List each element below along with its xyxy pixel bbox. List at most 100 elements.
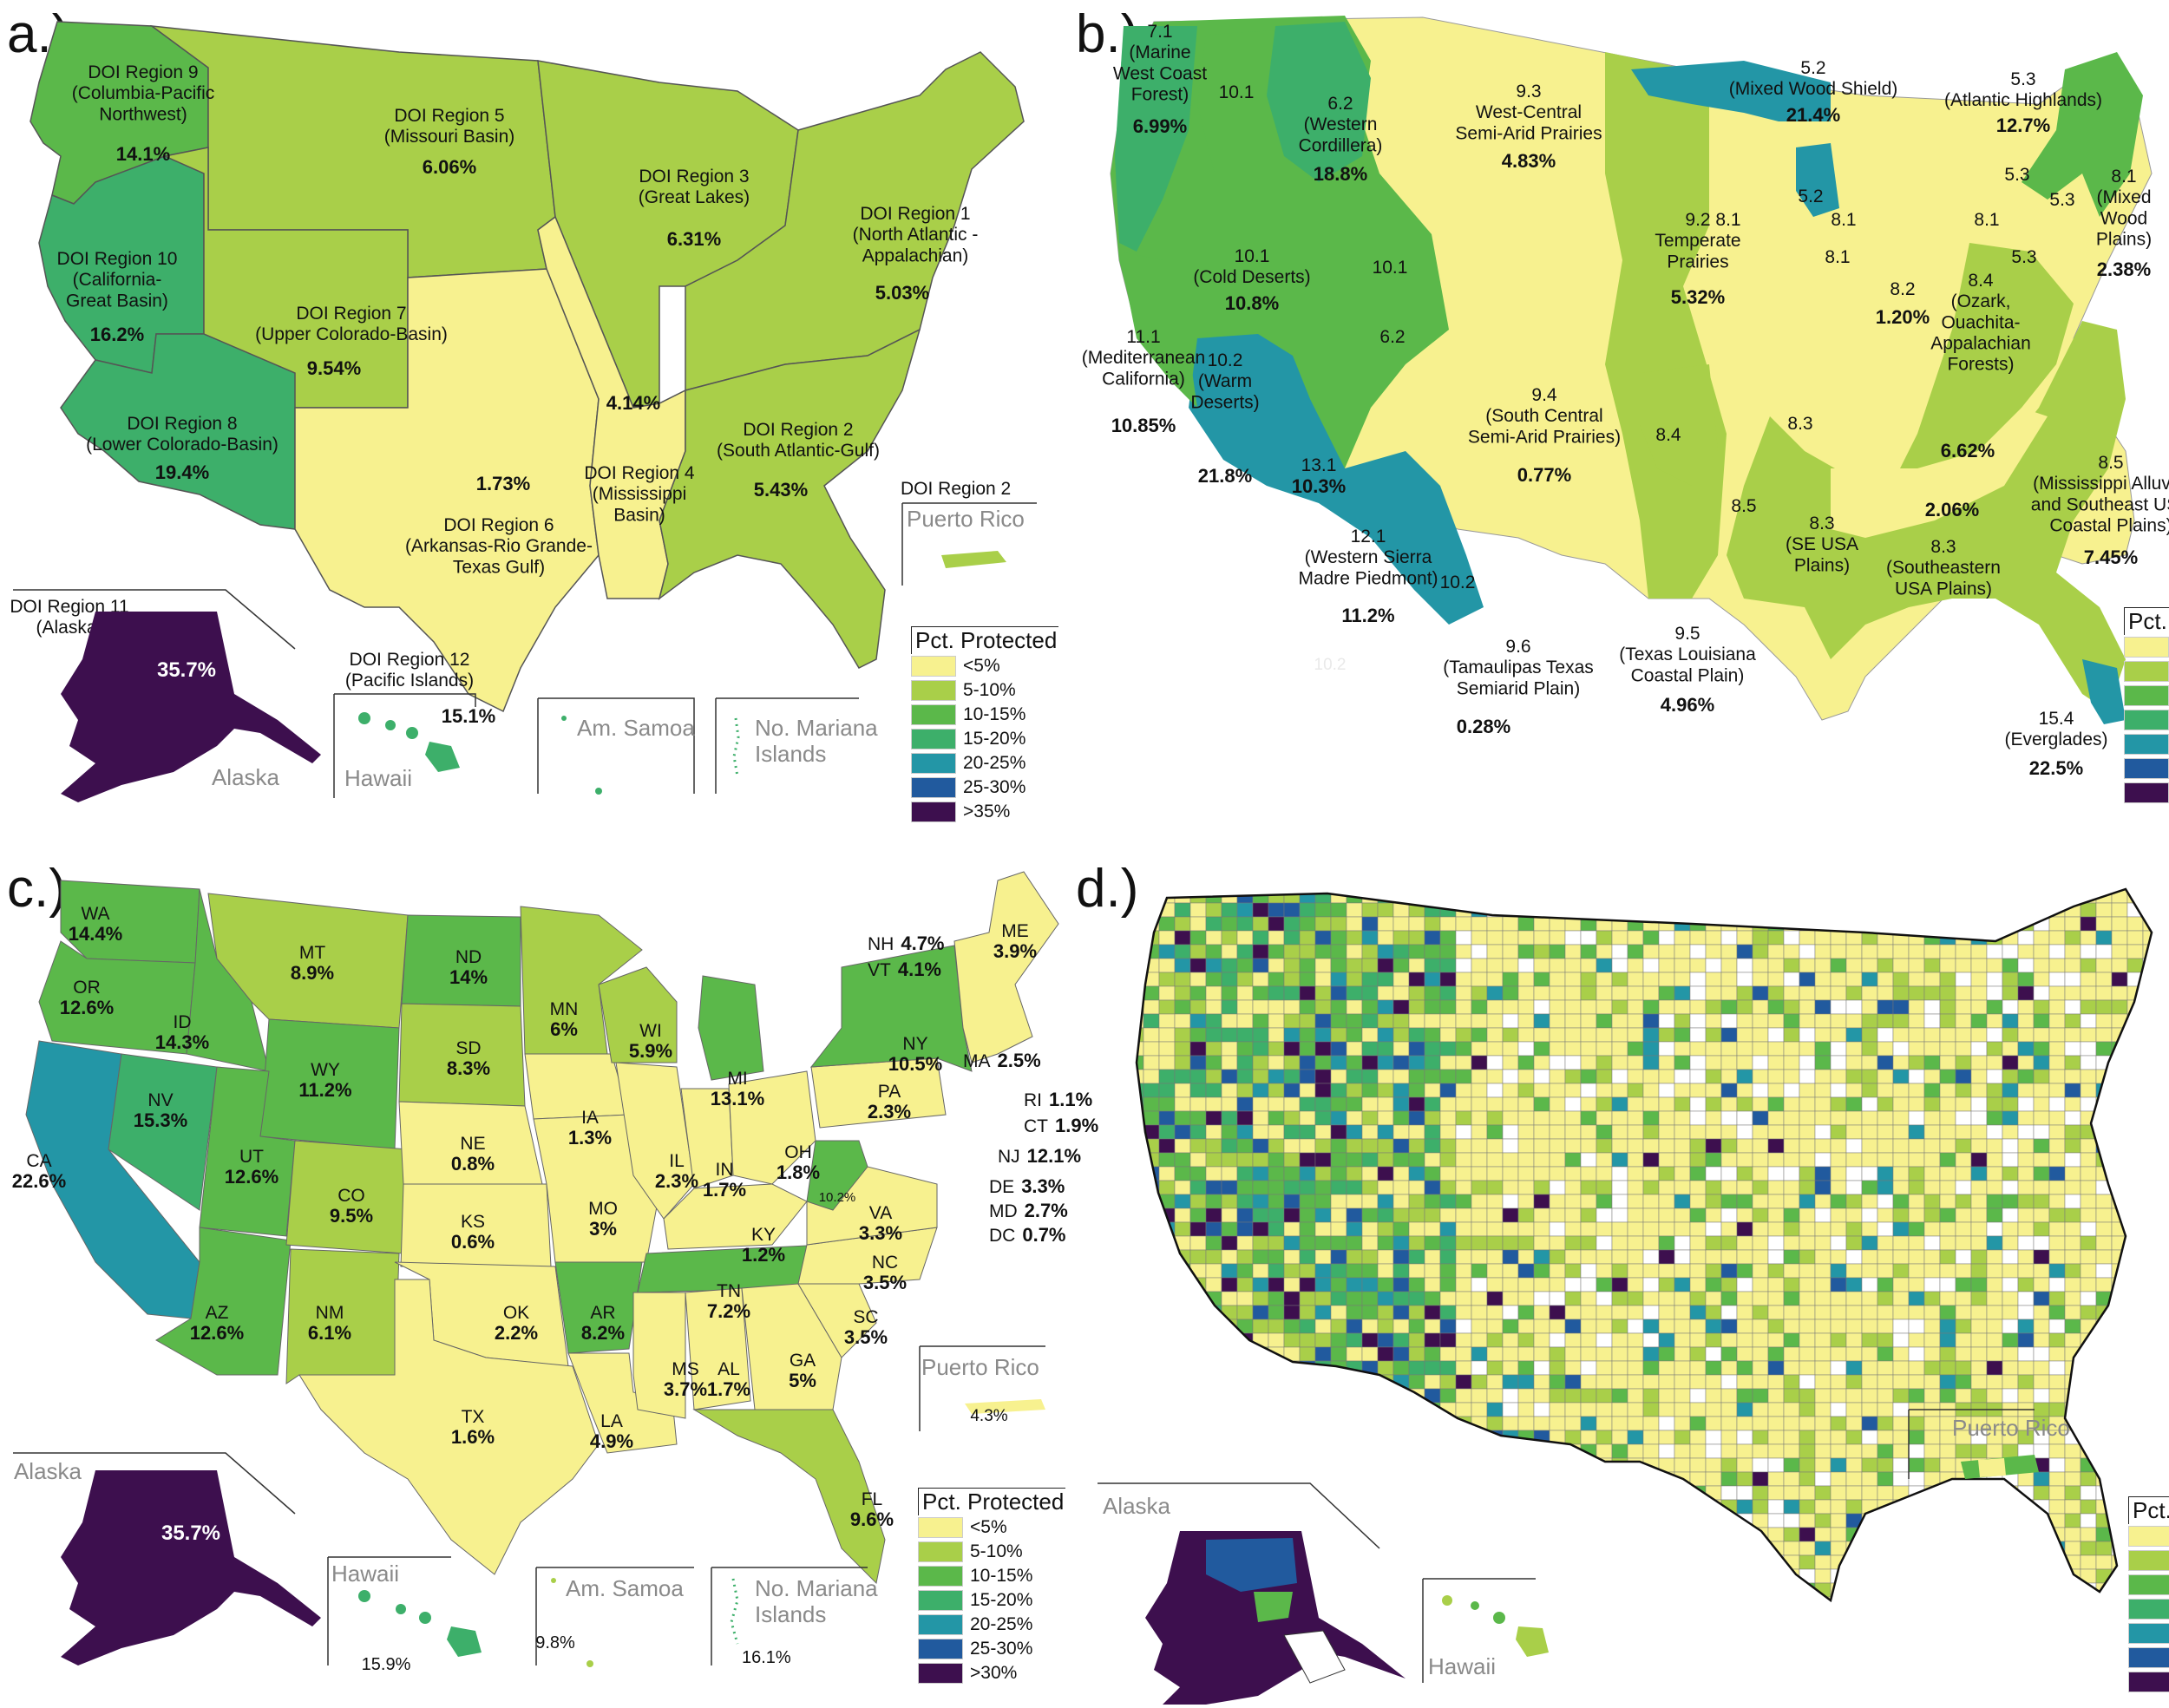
county-cell [1174,1152,1191,1168]
county-cell [1830,1207,1847,1223]
county-cell [1299,1069,1316,1084]
county-cell [2064,1582,2081,1598]
county-cell [1137,1554,1144,1570]
county-cell [2002,1360,2019,1376]
county-cell [1877,1277,1894,1292]
county-cell [1283,902,1301,918]
county-cell [1486,1194,1504,1209]
county-cell [1674,1041,1691,1057]
county-cell [2159,1014,2169,1028]
county-cell [1392,958,1410,973]
county-cell [1705,1360,1722,1376]
ecoregions-map: 7.1 (Marine West Coast Forest) 6.99% 10.1 6… [1082,16,2169,779]
county-cell [2159,1333,2169,1347]
county-cell [2064,1055,2081,1070]
county-cell [1189,1305,1207,1320]
county-cell [1502,1305,1519,1320]
county-cell [1736,1360,1753,1376]
county-cell [1767,1402,1785,1417]
county-cell [1314,1110,1332,1126]
legend-panel-a: Pct. Protected <5% 5-10% 10-15% 15-20% 20-25… [911,626,1058,824]
county-cell [1502,1568,1519,1584]
eco-8-4-label: 8.4 (Ozark, Ouachita-Appalachian Forests) [1930,271,2031,375]
county-cell [2159,917,2169,931]
county-cell [1658,1360,1675,1376]
county-cell [1486,1152,1504,1168]
county-cell [1830,1374,1847,1390]
county-cell [1330,1249,1347,1265]
county-cell [1892,916,1910,932]
county-cell [1783,1110,1800,1126]
county-cell [1596,1277,1613,1292]
county-cell [1814,1443,1832,1459]
county-cell [2111,1319,2128,1334]
county-cell [1814,1249,1832,1265]
county-cell [1799,1471,1816,1487]
county-cell [1299,1235,1316,1251]
panel-a-doi-regions-map: a.) DOI Region 9 (Columbia-Pacific Northwe… [0,0,1084,854]
county-cell [1783,1263,1800,1279]
county-cell [1205,1207,1222,1223]
county-cell [1892,1235,1910,1251]
county-cell [1799,1457,1816,1473]
county-cell [1137,985,1144,1001]
county-cell [1986,1554,2003,1570]
county-cell [2033,1443,2050,1459]
hawaii-inset-label: Hawaii [344,765,412,791]
county-cell [1564,1027,1582,1043]
county-cell [1877,1513,1894,1528]
county-cell [1268,1221,1285,1237]
county-cell [2033,1568,2050,1584]
state-label-ri: RI 1.1% [1024,1089,1092,1110]
state-label-oh: OH 1.8% [777,1142,820,1183]
county-cell [1720,1485,1738,1501]
county-cell [1346,1305,1363,1320]
county-cell [2095,1027,2113,1043]
county-cell [1720,1457,1738,1473]
county-cell [1752,1554,1769,1570]
county-cell [1986,1055,2003,1070]
county-cell [1392,1249,1410,1265]
hawaii-inset-label-d: Hawaii [1428,1653,1496,1679]
legend-label: 25-30% [963,777,1026,797]
county-cell [1314,1291,1332,1306]
county-cell [1642,985,1660,1001]
county-cell [1361,1138,1379,1154]
county-cell [1283,1180,1301,1195]
county-cell [1377,944,1394,959]
county-cell [1955,1541,1972,1556]
county-cell [1908,1152,1925,1168]
county-cell [1314,1249,1332,1265]
county-cell [1268,1388,1285,1404]
county-cell [2159,1278,2169,1292]
county-cell [2095,1124,2113,1140]
county-cell [2080,930,2097,946]
county-cell [1674,1069,1691,1084]
county-cell [1611,1235,1628,1251]
county-cell [1455,1596,1472,1600]
county-cell [1736,1541,1753,1556]
pr-region-label: DOI Region 2 [901,479,1011,499]
county-cell [1314,1083,1332,1098]
county-cell [1564,1346,1582,1362]
county-cell [1923,1374,1941,1390]
alaska-shape [61,612,321,802]
county-cell [1549,1027,1566,1043]
county-cell [1252,1180,1269,1195]
county-cell [2017,1152,2035,1168]
state-label-me: ME 3.9% [993,921,1037,962]
county-cell [1377,1360,1394,1376]
county-cell [1236,1221,1254,1237]
county-cell [1268,1055,1285,1070]
county-cell [2111,1291,2128,1306]
county-cell [1923,1443,1941,1459]
county-cell [1908,999,1925,1015]
county-cell [1377,1235,1394,1251]
county-cell [1720,1346,1738,1362]
county-cell [1705,1041,1722,1057]
county-cell [1455,1096,1472,1112]
county-cell [1674,944,1691,959]
county-cell [2033,999,2050,1015]
county-cell [2111,930,2128,946]
county-cell [1392,944,1410,959]
